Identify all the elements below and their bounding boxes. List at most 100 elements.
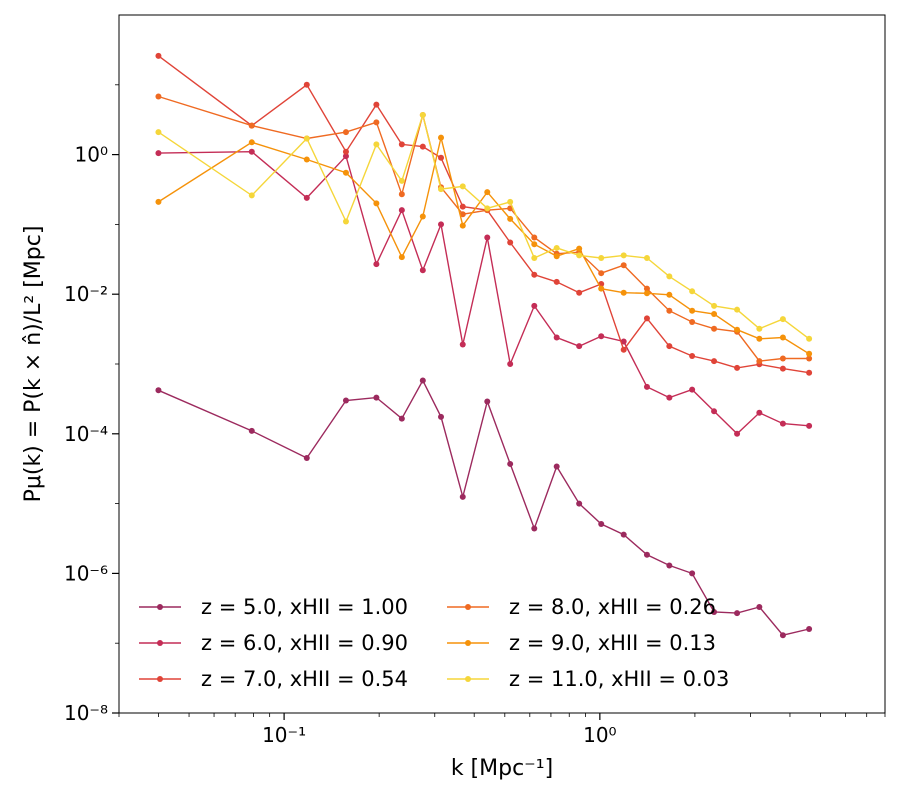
data-point — [643, 315, 650, 322]
legend-entry: z = 8.0, xHII = 0.26 — [447, 595, 716, 619]
legend-label: z = 7.0, xHII = 0.54 — [201, 667, 408, 691]
data-point — [398, 141, 405, 148]
legend-marker — [157, 676, 163, 682]
data-point — [303, 81, 310, 88]
data-point — [598, 521, 605, 528]
legend-label: z = 8.0, xHII = 0.26 — [509, 595, 716, 619]
series-line — [158, 137, 810, 355]
data-point — [620, 346, 627, 353]
data-point — [666, 394, 673, 401]
data-point — [507, 239, 514, 246]
data-point — [373, 141, 380, 148]
data-point — [620, 338, 627, 345]
data-point — [779, 316, 786, 323]
data-point — [398, 254, 405, 261]
legend-label: z = 6.0, xHII = 0.90 — [201, 631, 408, 655]
tick-marks — [112, 84, 886, 720]
data-point — [598, 285, 605, 292]
data-point — [248, 139, 255, 146]
data-point — [155, 150, 162, 157]
data-point — [342, 218, 349, 225]
data-point — [598, 255, 605, 262]
data-point — [711, 302, 718, 309]
data-point — [553, 278, 560, 285]
data-point — [303, 194, 310, 201]
data-point — [438, 221, 445, 228]
data-point — [643, 290, 650, 297]
data-point — [756, 335, 763, 342]
data-point — [438, 413, 445, 420]
data-point — [734, 610, 741, 617]
data-point — [373, 119, 380, 126]
data-point — [531, 255, 538, 262]
data-point — [779, 355, 786, 362]
data-point — [373, 200, 380, 207]
data-point — [734, 430, 741, 437]
data-point — [620, 262, 627, 269]
data-point — [484, 398, 491, 405]
data-point — [419, 111, 426, 118]
series-line — [158, 95, 810, 362]
y-axis-label: Pμ(k) = P(k × n̂)/L² [Mpc] — [21, 226, 46, 503]
data-point — [531, 241, 538, 248]
data-point — [303, 156, 310, 163]
series-line — [158, 112, 810, 340]
data-point — [806, 355, 813, 362]
data-point — [342, 397, 349, 404]
data-point — [373, 394, 380, 401]
data-point — [248, 192, 255, 199]
series-layer — [155, 52, 813, 639]
data-point — [459, 222, 466, 229]
y-tick-label: 10⁻² — [64, 282, 108, 306]
data-point — [303, 135, 310, 142]
legend-marker — [465, 640, 471, 646]
data-point — [643, 383, 650, 390]
data-point — [155, 198, 162, 205]
data-point — [756, 325, 763, 332]
data-point — [689, 307, 696, 314]
x-axis-label: k [Mpc⁻¹] — [451, 756, 553, 781]
legend-marker — [157, 604, 163, 610]
data-point — [666, 343, 673, 350]
data-point — [459, 341, 466, 348]
legend-marker — [465, 604, 471, 610]
data-point — [689, 288, 696, 295]
data-point — [734, 364, 741, 371]
data-point — [248, 122, 255, 129]
data-point — [484, 189, 491, 196]
data-point — [398, 177, 405, 184]
data-point — [459, 203, 466, 210]
y-tick-label: 10⁻⁸ — [64, 701, 108, 725]
data-point — [553, 334, 560, 341]
legend-entry: z = 5.0, xHII = 1.00 — [139, 595, 408, 619]
data-point — [459, 183, 466, 190]
data-point — [689, 570, 696, 577]
data-point — [531, 302, 538, 309]
data-point — [342, 148, 349, 155]
data-point — [689, 318, 696, 325]
data-point — [779, 420, 786, 427]
y-tick-label: 10⁻⁴ — [64, 422, 108, 446]
data-point — [689, 386, 696, 393]
series-2 — [155, 148, 813, 437]
data-point — [620, 531, 627, 538]
data-point — [419, 213, 426, 220]
data-point — [806, 335, 813, 342]
data-point — [666, 307, 673, 314]
data-point — [756, 358, 763, 365]
tick-labels: 10⁻¹ 10⁰ 10⁻⁸ 10⁻⁶ 10⁻⁴ 10⁻² 10⁰ — [64, 143, 617, 747]
data-point — [779, 365, 786, 372]
series-line — [158, 150, 810, 435]
data-point — [806, 422, 813, 429]
plot-frame — [118, 14, 886, 714]
data-point — [711, 311, 718, 318]
data-point — [576, 289, 583, 296]
data-point — [342, 129, 349, 136]
x-tick-label: 10⁰ — [583, 723, 616, 747]
series-4 — [155, 93, 813, 365]
data-point — [507, 198, 514, 205]
data-point — [398, 207, 405, 214]
data-point — [806, 369, 813, 376]
data-point — [553, 463, 560, 470]
